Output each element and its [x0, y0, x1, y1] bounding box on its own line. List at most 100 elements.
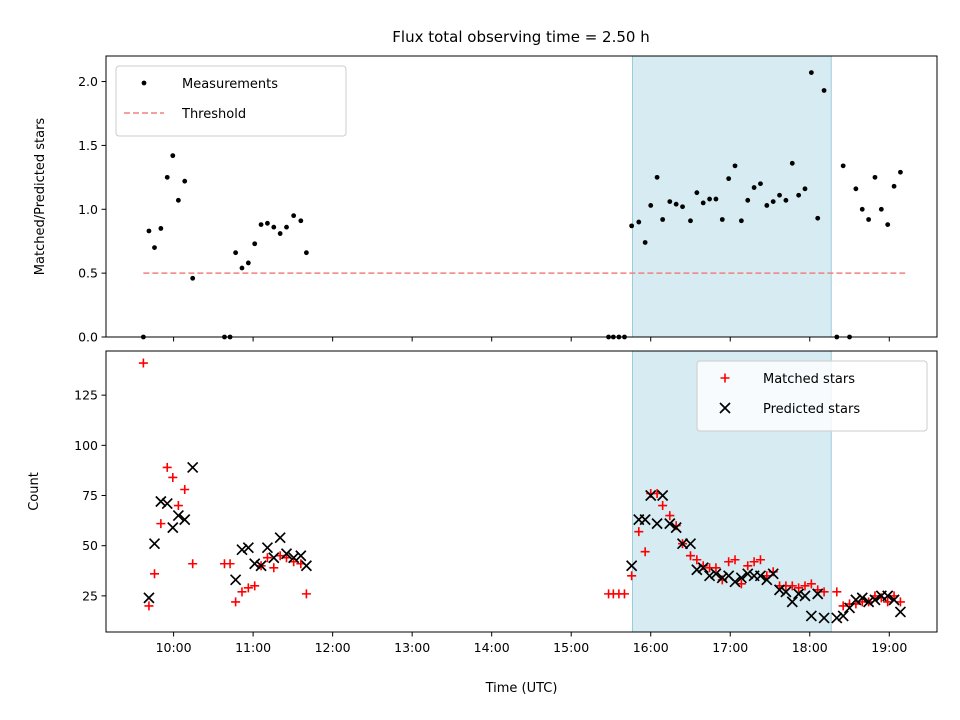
- predicted-stars-point: [799, 590, 811, 602]
- bottom-axes-frame: [105, 350, 938, 633]
- measurement-point: [713, 196, 719, 202]
- measurement-point: [777, 192, 782, 198]
- matched-stars-point: [749, 557, 759, 567]
- predicted-stars-point: [767, 568, 779, 580]
- x-tick-label: 18:00: [792, 640, 828, 655]
- predicted-stars-point: [645, 489, 657, 502]
- measurement-point: [688, 218, 693, 224]
- top-legend-box: [115, 65, 347, 137]
- x-tick-label: 13:00: [394, 640, 430, 655]
- predicted-stars-point: [172, 509, 184, 522]
- legend-label: Threshold: [181, 107, 246, 122]
- x-tick-label: 11:00: [235, 640, 271, 655]
- predicted-stars-point: [155, 495, 167, 508]
- matched-stars-point: [724, 557, 734, 567]
- predicted-stars-point: [300, 560, 312, 572]
- measurement-point: [745, 197, 751, 203]
- measurement-point: [182, 178, 188, 184]
- predicted-stars-point: [894, 606, 907, 618]
- top-y-tick-label: 1.0: [78, 202, 98, 217]
- bottom-legend: Matched stars Predicted stars: [696, 360, 928, 432]
- measurement-point: [783, 197, 789, 203]
- bottom-legend-box: [696, 360, 928, 432]
- matched-stars-point: [156, 519, 166, 529]
- predicted-stars-point: [242, 542, 254, 554]
- predicted-stars-point: [831, 612, 843, 624]
- x-tick-label: 10:00: [156, 640, 192, 655]
- top-axes-frame: [105, 55, 938, 338]
- measurement-point: [866, 217, 872, 222]
- predicted-stars-point: [148, 538, 161, 550]
- predicted-stars-point: [288, 552, 300, 564]
- bottom-y-tick-label: 75: [82, 488, 98, 503]
- measurement-point: [175, 197, 181, 203]
- matched-stars-point: [188, 559, 198, 569]
- matched-stars-point: [895, 597, 905, 607]
- legend-marker-matched-stars: [720, 373, 730, 383]
- predicted-stars-point: [888, 594, 900, 606]
- top-y-tick-label: 0.5: [78, 266, 98, 281]
- matched-stars-point: [832, 587, 842, 597]
- bottom-series-predicted-stars: [143, 461, 907, 624]
- measurement-point: [808, 70, 814, 76]
- predicted-stars-point: [249, 558, 261, 570]
- measurement-point: [654, 174, 660, 180]
- legend-label: Predicted stars: [763, 402, 860, 417]
- top-y-axis-label: Matched/Predicted stars: [33, 118, 48, 276]
- predicted-stars-point: [295, 550, 307, 562]
- measurement-point: [170, 153, 176, 159]
- measurement-point: [158, 226, 164, 231]
- top-y-tick-label: 1.5: [78, 138, 98, 153]
- measurement-point: [796, 192, 802, 198]
- measurement-point: [303, 250, 309, 256]
- measurement-point: [245, 260, 251, 266]
- matched-stars-point: [685, 551, 695, 561]
- matched-stars-point: [692, 555, 702, 565]
- matched-stars-point: [658, 501, 668, 511]
- measurement-point: [840, 163, 846, 169]
- top-y-tick-label: 2.0: [78, 74, 98, 89]
- matched-stars-point: [819, 587, 829, 597]
- measurement-point: [298, 218, 304, 224]
- bottom-panel: 25 50 75 100 125 10:00 11:00 12:00 13:00 14:00 15:…: [27, 350, 938, 696]
- predicted-stars-point: [812, 588, 824, 600]
- bottom-y-tick-label: 25: [82, 588, 98, 603]
- measurement-point: [277, 231, 283, 236]
- measurement-point: [751, 185, 757, 190]
- bottom-y-tick-label: 125: [74, 388, 98, 403]
- legend-label: Measurements: [182, 77, 278, 92]
- bottom-y-tick-label: 100: [74, 438, 98, 453]
- predicted-stars-point: [818, 612, 830, 624]
- predicted-stars-point: [716, 572, 728, 584]
- predicted-stars-point: [754, 570, 767, 582]
- x-tick-label: 17:00: [712, 640, 748, 655]
- predicted-stars-point: [255, 560, 267, 572]
- predicted-stars-point: [780, 586, 792, 598]
- measurement-point: [291, 213, 297, 219]
- matched-stars-point: [711, 563, 721, 573]
- predicted-stars-point: [676, 538, 689, 550]
- predicted-stars-point: [639, 513, 651, 526]
- measurement-point: [233, 250, 239, 256]
- predicted-stars-point: [856, 592, 868, 604]
- top-series-measurements: [140, 70, 903, 340]
- predicted-stars-point: [805, 610, 817, 622]
- matched-stars-point: [640, 547, 650, 557]
- measurement-point: [146, 228, 152, 234]
- measurement-point: [758, 181, 763, 187]
- measurement-point: [636, 219, 642, 225]
- predicted-stars-point: [187, 461, 199, 474]
- measurement-point: [673, 201, 679, 207]
- matched-stars-point: [755, 555, 765, 565]
- bottom-y-tick-label: 50: [82, 538, 98, 553]
- predicted-stars-point: [773, 584, 786, 596]
- measurement-point: [694, 190, 700, 196]
- measurement-point: [878, 206, 884, 212]
- measurement-point: [648, 203, 654, 208]
- predicted-stars-point: [280, 548, 293, 560]
- predicted-stars-point: [703, 570, 716, 582]
- measurement-point: [680, 204, 685, 210]
- predicted-stars-point: [657, 489, 669, 502]
- measurement-point: [770, 199, 776, 205]
